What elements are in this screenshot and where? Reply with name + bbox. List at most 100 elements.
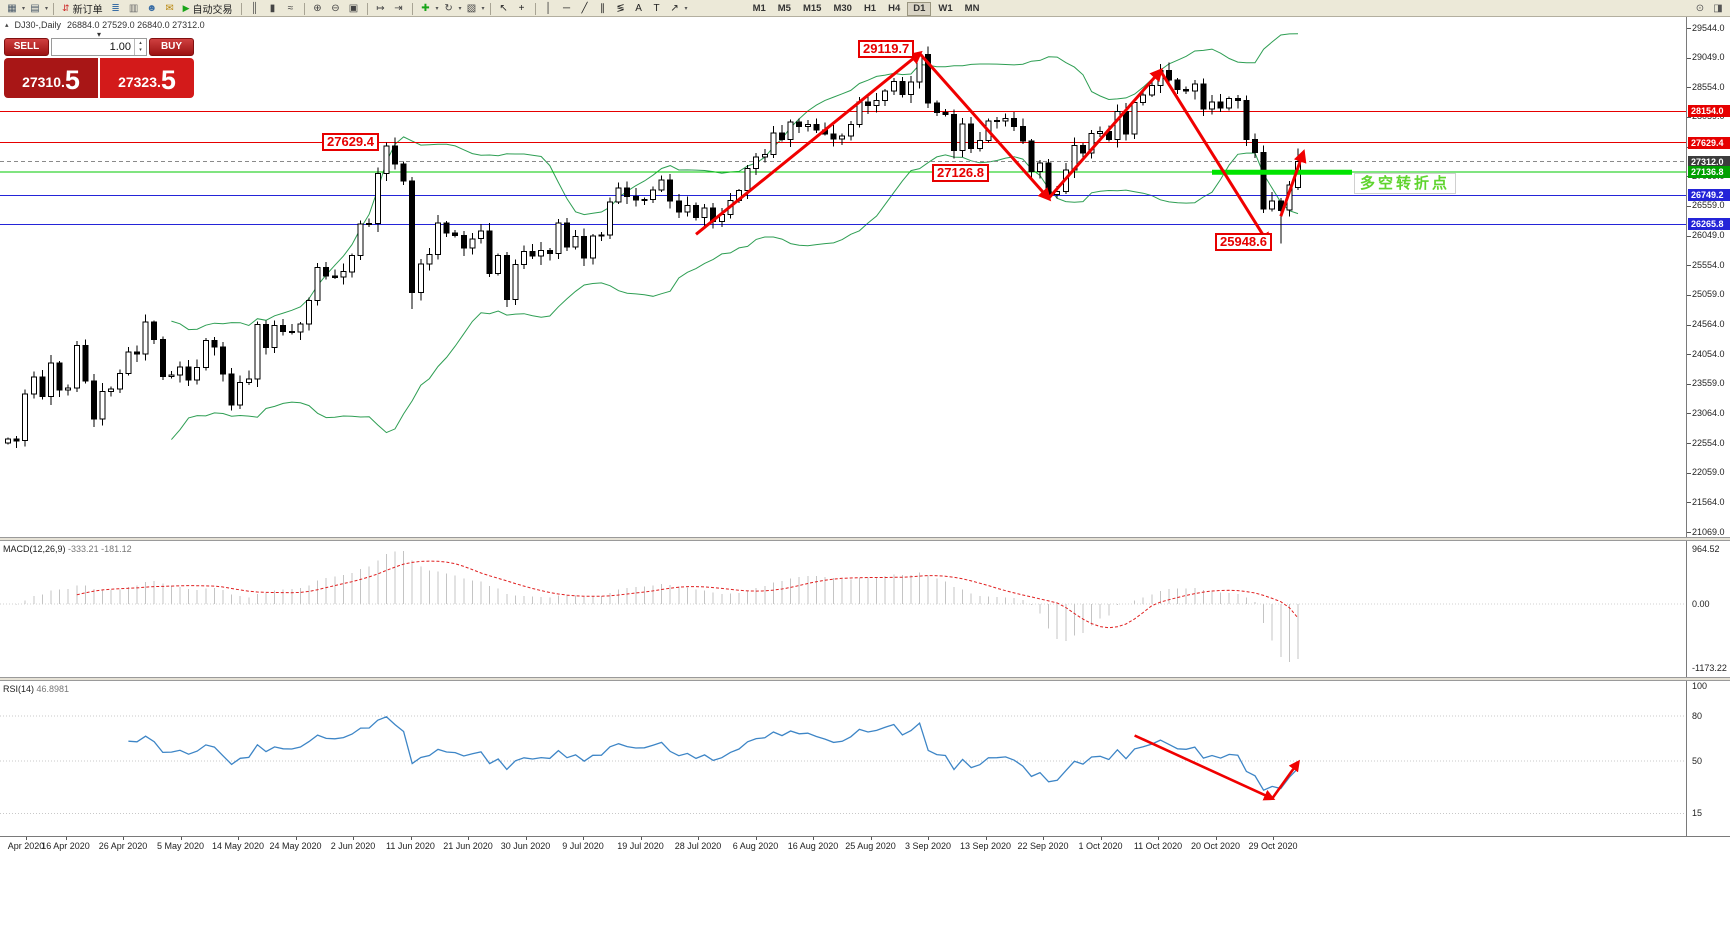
new-order-icon: ⇵ (62, 3, 70, 13)
timeframe-w1[interactable]: W1 (938, 2, 953, 14)
auto-scroll-icon[interactable]: ↦ (376, 2, 385, 14)
axis-tick-mark (755, 837, 757, 840)
timeframe-m5[interactable]: M5 (777, 2, 791, 14)
dropdown-arrow-icon[interactable]: ▾ (481, 6, 485, 12)
date-label: 19 Jul 2020 (617, 841, 664, 851)
date-label: 25 Aug 2020 (845, 841, 896, 851)
line-chart-mode-icon[interactable]: ≈ (287, 2, 294, 14)
timeframe-h1[interactable]: H1 (863, 2, 877, 14)
horizontal-line-icon[interactable]: ─ (563, 2, 571, 14)
dropdown-arrow-icon[interactable]: ▾ (458, 6, 462, 12)
macd-tick-label: -1173.22 (1692, 662, 1727, 673)
panel-separator[interactable] (0, 537, 1730, 541)
auto-trading-button[interactable]: ▶ 自动交易 (179, 1, 237, 16)
trendline-icon[interactable]: ╱ (581, 2, 588, 14)
price-chart[interactable] (0, 17, 1686, 537)
search-icon[interactable]: ⊙ (1695, 2, 1705, 14)
dropdown-arrow-icon[interactable]: ▾ (22, 6, 26, 12)
vertical-line-icon[interactable]: │ (545, 2, 552, 14)
axis-tick-mark (1687, 502, 1691, 504)
arrows-tool-icon[interactable]: ↗ (670, 2, 679, 14)
timeframe-d1[interactable]: D1 (907, 1, 932, 16)
price-tick-label: 26559.0 (1692, 200, 1725, 211)
price-tick-label: 23559.0 (1692, 378, 1725, 389)
price-tick-label: 23064.0 (1692, 407, 1725, 418)
axis-tick-mark (295, 837, 297, 840)
new-order-button[interactable]: ⇵ 新订单 (58, 1, 107, 16)
price-axis[interactable]: 29544.029049.028554.028059.027564.027069… (1686, 17, 1730, 836)
axis-price-label: 26749.2 (1688, 189, 1730, 202)
sell-button[interactable]: SELL (4, 38, 49, 56)
collapse-panel-icon[interactable]: ▾ (96, 30, 102, 39)
timeframe-m1[interactable]: M1 (752, 2, 766, 14)
channel-icon[interactable]: ∥ (600, 2, 606, 14)
date-label: 29 Oct 2020 (1248, 841, 1298, 851)
date-label: 21 Jun 2020 (443, 841, 493, 851)
axis-tick-mark (180, 837, 182, 840)
rsi-name: RSI(14) (3, 684, 35, 694)
turning-point-label[interactable]: 多空转折点 (1354, 173, 1457, 194)
terminal-icon[interactable]: ▥ (128, 2, 139, 14)
toolbar-separator (489, 2, 491, 15)
panel-separator[interactable] (0, 677, 1730, 681)
text-icon[interactable]: A (635, 2, 642, 14)
profiles-icon[interactable]: ▤ (30, 2, 40, 14)
axis-tick-mark (26, 837, 27, 840)
sell-price-display[interactable]: 27310. 5 (4, 58, 98, 98)
toolbar-separator (53, 2, 55, 15)
volume-input[interactable]: 1.00 (109, 41, 131, 53)
zoom-out-icon[interactable]: ⊖ (331, 2, 340, 14)
macd-indicator-chart[interactable] (0, 541, 1686, 677)
contacts-icon[interactable]: ☻ (146, 2, 157, 14)
rsi-tick-label: 80 (1692, 710, 1703, 721)
crosshair-icon[interactable]: + (518, 2, 525, 14)
zoom-in-icon[interactable]: ⊕ (313, 2, 322, 14)
axis-tick-mark (238, 837, 239, 840)
timeframe-m15[interactable]: M15 (802, 2, 822, 14)
new-chart-icon[interactable]: ▦ (7, 2, 17, 14)
swing-price-label[interactable]: 25948.6 (1215, 233, 1272, 251)
timeframe-mn[interactable]: MN (964, 2, 980, 14)
axis-tick-mark (123, 837, 124, 840)
axis-tick-mark (1100, 837, 1102, 840)
dropdown-arrow-icon[interactable]: ▾ (684, 6, 688, 12)
swing-price-label[interactable]: 29119.7 (858, 40, 915, 58)
dropdown-arrow-icon[interactable]: ▾ (435, 6, 439, 12)
rsi-tick-label: 50 (1692, 755, 1703, 766)
text-label-icon[interactable]: T (653, 2, 660, 14)
time-axis[interactable]: Apr 2020 16 Apr 2020 26 Apr 2020 5 May 2020… (0, 836, 1730, 854)
templates-icon[interactable]: ▧ (466, 2, 477, 14)
cursor-icon[interactable]: ↖ (499, 2, 508, 14)
axis-tick-mark (1687, 472, 1691, 474)
buy-price-display[interactable]: 27323. 5 (100, 58, 194, 98)
tile-windows-icon[interactable]: ▣ (348, 2, 359, 14)
axis-tick-mark (698, 837, 699, 840)
axis-tick-mark (1043, 837, 1044, 840)
timeframe-h4[interactable]: H4 (888, 2, 901, 14)
fibonacci-icon[interactable]: ≶ (616, 2, 625, 14)
rsi-indicator-chart[interactable] (0, 681, 1686, 836)
periods-icon[interactable]: ↻ (444, 2, 453, 14)
axis-tick-mark (353, 837, 354, 840)
axis-tick-mark (1687, 28, 1691, 29)
candlestick-mode-icon[interactable]: ▮ (269, 2, 276, 14)
axis-tick-mark (1687, 532, 1691, 533)
mail-icon[interactable]: ✉ (165, 2, 174, 14)
swing-price-label[interactable]: 27126.8 (932, 164, 989, 182)
price-tick-label: 21069.0 (1692, 526, 1725, 537)
volume-down-icon[interactable]: ▾ (139, 47, 142, 53)
price-tick-label: 24564.0 (1692, 319, 1725, 329)
volume-up-icon[interactable]: ▴ (139, 40, 142, 46)
window-layout-icon[interactable]: ◨ (1713, 2, 1723, 14)
dropdown-arrow-icon[interactable]: ▾ (45, 6, 49, 12)
bar-chart-mode-icon[interactable]: ║ (250, 2, 259, 14)
volume-spinner[interactable]: ▴ ▾ (134, 39, 146, 55)
axis-tick-mark (640, 837, 642, 840)
indicators-icon[interactable]: ✚ (421, 2, 430, 14)
macd-values: -333.21 -181.12 (68, 544, 132, 554)
swing-price-label[interactable]: 27629.4 (322, 133, 379, 151)
buy-button[interactable]: BUY (149, 38, 194, 56)
market-depth-icon[interactable]: ≣ (111, 2, 120, 14)
timeframe-m30[interactable]: M30 (833, 2, 852, 14)
chart-shift-icon[interactable]: ⇥ (394, 2, 403, 14)
